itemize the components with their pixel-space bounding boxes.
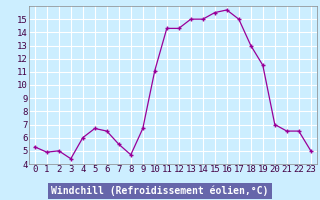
Text: Windchill (Refroidissement éolien,°C): Windchill (Refroidissement éolien,°C) <box>51 186 269 196</box>
